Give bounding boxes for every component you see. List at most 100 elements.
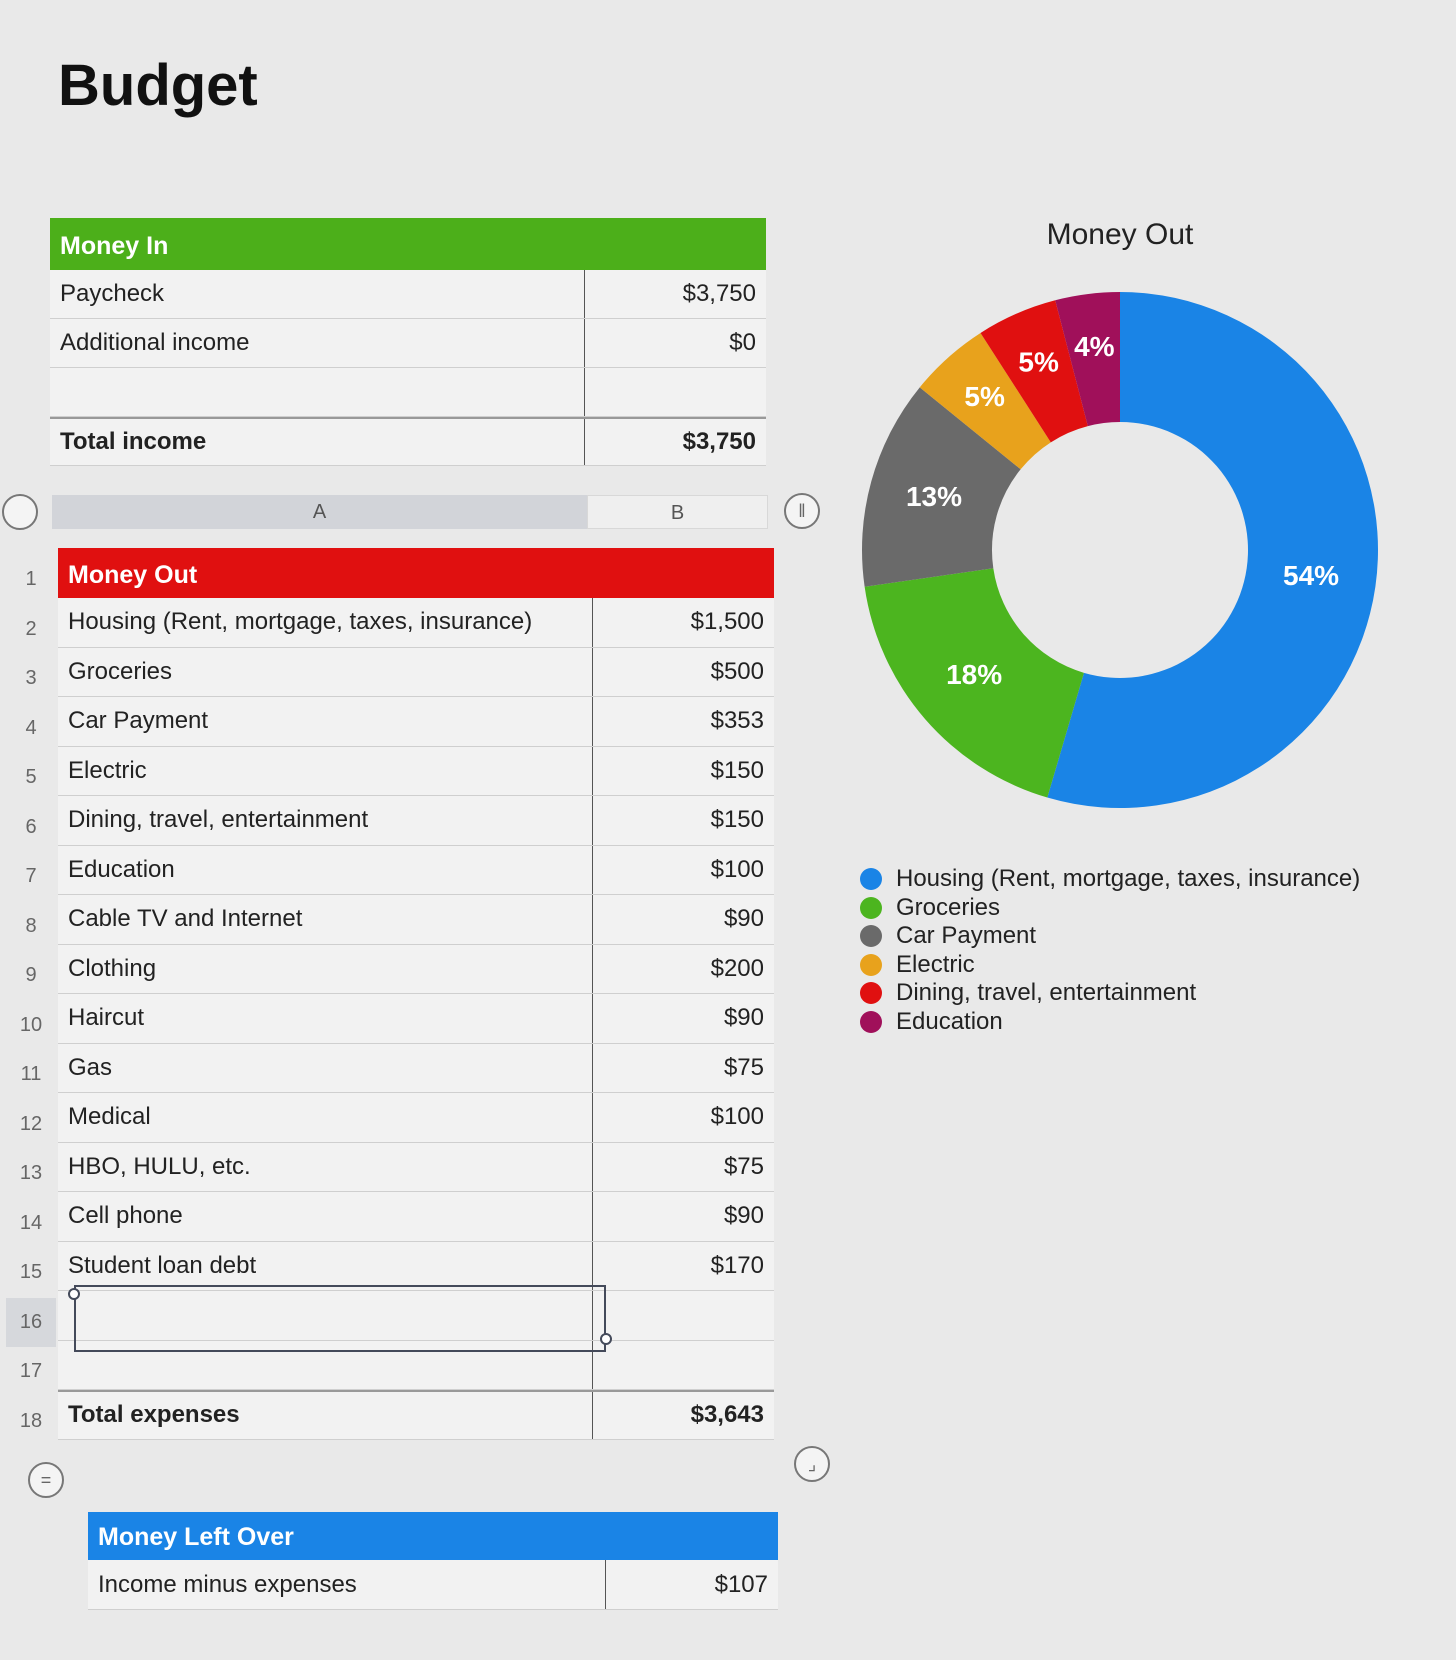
total-income-label[interactable]: Total income [50, 419, 585, 465]
income-label[interactable]: Paycheck [50, 270, 585, 318]
expense-label[interactable]: Gas [58, 1043, 593, 1092]
table-row[interactable]: Electric $150 [58, 746, 774, 796]
table-row[interactable] [58, 1340, 774, 1390]
income-label[interactable]: Additional income [50, 319, 585, 367]
row-number[interactable]: 3 [25, 667, 37, 689]
row-number[interactable]: 13 [19, 1162, 43, 1184]
add-column-handle[interactable]: ‖ [784, 493, 820, 529]
row-number[interactable]: 14 [19, 1211, 43, 1234]
expense-label[interactable]: Education [58, 845, 593, 894]
selection-handle-top[interactable] [68, 1288, 80, 1300]
table-row[interactable]: Housing (Rent, mortgage, taxes, insuranc… [58, 598, 774, 648]
expense-value[interactable]: $75 [723, 1152, 764, 1180]
row-number[interactable]: 7 [25, 865, 37, 887]
expense-value[interactable]: $90 [723, 905, 764, 933]
selected-cell[interactable] [74, 1285, 606, 1352]
expense-value[interactable]: $75 [723, 1053, 764, 1081]
row-number[interactable]: 15 [19, 1261, 43, 1283]
expense-label[interactable]: Haircut [58, 994, 593, 1043]
expense-label[interactable]: Groceries [58, 647, 593, 696]
expense-value[interactable]: $90 [723, 1202, 764, 1230]
table-row[interactable] [58, 1291, 774, 1341]
expense-label[interactable]: Clothing [58, 944, 593, 993]
income-value[interactable]: $0 [729, 329, 756, 356]
expense-label[interactable]: Car Payment [58, 697, 593, 746]
expense-value[interactable]: $1,500 [690, 608, 764, 636]
donut-slice[interactable] [1055, 292, 1120, 427]
table-row[interactable] [50, 368, 766, 417]
table-row[interactable]: Paycheck $3,750 [50, 270, 766, 319]
add-row-handle[interactable]: = [28, 1462, 64, 1498]
total-income-value[interactable]: $3,750 [682, 428, 756, 455]
table-row[interactable]: Car Payment $353 [58, 697, 774, 747]
row-number[interactable]: 2 [25, 617, 37, 640]
donut-slice[interactable] [919, 332, 1051, 470]
expense-label[interactable] [58, 1291, 593, 1340]
income-label[interactable] [50, 368, 585, 416]
total-expenses-value[interactable]: $3,643 [690, 1401, 764, 1429]
row-number[interactable]: 6 [25, 815, 37, 838]
select-table-handle[interactable] [2, 494, 38, 530]
expense-value[interactable]: $353 [710, 707, 764, 735]
expense-value[interactable]: $100 [710, 1103, 764, 1131]
row-number[interactable]: 18 [19, 1409, 43, 1432]
expense-value[interactable]: $100 [710, 855, 764, 883]
row-number[interactable]: 5 [25, 766, 37, 788]
row-number[interactable]: 8 [25, 914, 37, 937]
left-over-value[interactable]: $107 [714, 1570, 768, 1598]
expense-label[interactable]: Housing (Rent, mortgage, taxes, insuranc… [58, 598, 593, 647]
table-row[interactable]: Haircut $90 [58, 994, 774, 1044]
table-row[interactable]: Dining, travel, entertainment $150 [58, 796, 774, 846]
table-row[interactable]: Cable TV and Internet $90 [58, 895, 774, 945]
row-number[interactable]: 1 [25, 568, 37, 590]
column-header-b[interactable]: B [587, 495, 768, 529]
table-row[interactable]: Gas $75 [58, 1043, 774, 1093]
expense-value[interactable]: $150 [710, 756, 764, 784]
expense-label[interactable]: Medical [58, 1093, 593, 1142]
expense-value[interactable]: $90 [723, 1004, 764, 1032]
expense-value[interactable] [593, 1291, 774, 1340]
table-row[interactable]: Additional income $0 [50, 319, 766, 368]
row-number[interactable]: 9 [25, 964, 37, 986]
expense-label[interactable]: Cell phone [58, 1192, 593, 1241]
left-over-label[interactable]: Income minus expenses [88, 1560, 606, 1609]
resize-table-handle[interactable]: ⌟ [794, 1446, 830, 1482]
row-number[interactable]: 12 [19, 1112, 43, 1135]
row-number[interactable]: 10 [19, 1013, 43, 1036]
column-header-a[interactable]: A [52, 495, 587, 529]
expense-label[interactable]: Dining, travel, entertainment [58, 796, 593, 845]
table-row[interactable]: Education $100 [58, 845, 774, 895]
expense-value[interactable]: $150 [710, 806, 764, 834]
donut-slice[interactable] [862, 387, 1021, 587]
table-row[interactable]: Income minus expenses $107 [88, 1560, 778, 1610]
money-out-donut-chart[interactable]: 54% 18% 13% 5% 5% 4% [860, 280, 1380, 820]
row-number[interactable]: 16 [6, 1297, 56, 1347]
expense-label[interactable]: Electric [58, 746, 593, 795]
expense-value[interactable]: $500 [710, 657, 764, 685]
expense-value[interactable]: $200 [710, 954, 764, 982]
expense-label[interactable] [58, 1340, 593, 1389]
table-row[interactable]: Groceries $500 [58, 647, 774, 697]
income-value[interactable]: $3,750 [682, 280, 756, 307]
expense-value[interactable] [593, 1341, 774, 1390]
table-row[interactable]: Clothing $200 [58, 944, 774, 994]
total-expenses-label[interactable]: Total expenses [58, 1392, 593, 1439]
expense-label[interactable]: HBO, HULU, etc. [58, 1142, 593, 1191]
expense-label[interactable]: Cable TV and Internet [58, 895, 593, 944]
row-number[interactable]: 17 [19, 1360, 43, 1382]
table-row[interactable]: Student loan debt $170 [58, 1241, 774, 1291]
expense-value[interactable]: $170 [710, 1251, 764, 1279]
table-row[interactable]: HBO, HULU, etc. $75 [58, 1142, 774, 1192]
donut-slice[interactable] [864, 568, 1084, 798]
total-income-row[interactable]: Total income $3,750 [50, 417, 766, 466]
selection-handle-bottom[interactable] [600, 1333, 612, 1345]
row-number[interactable]: 4 [25, 716, 37, 739]
donut-slice[interactable] [980, 300, 1088, 443]
income-value[interactable] [585, 368, 766, 416]
donut-slice[interactable] [1047, 292, 1378, 808]
table-row[interactable]: Medical $100 [58, 1093, 774, 1143]
row-number[interactable]: 11 [20, 1063, 42, 1085]
table-row[interactable]: Cell phone $90 [58, 1192, 774, 1242]
total-expenses-row[interactable]: Total expenses $3,643 [58, 1390, 774, 1440]
expense-label[interactable]: Student loan debt [58, 1241, 593, 1290]
